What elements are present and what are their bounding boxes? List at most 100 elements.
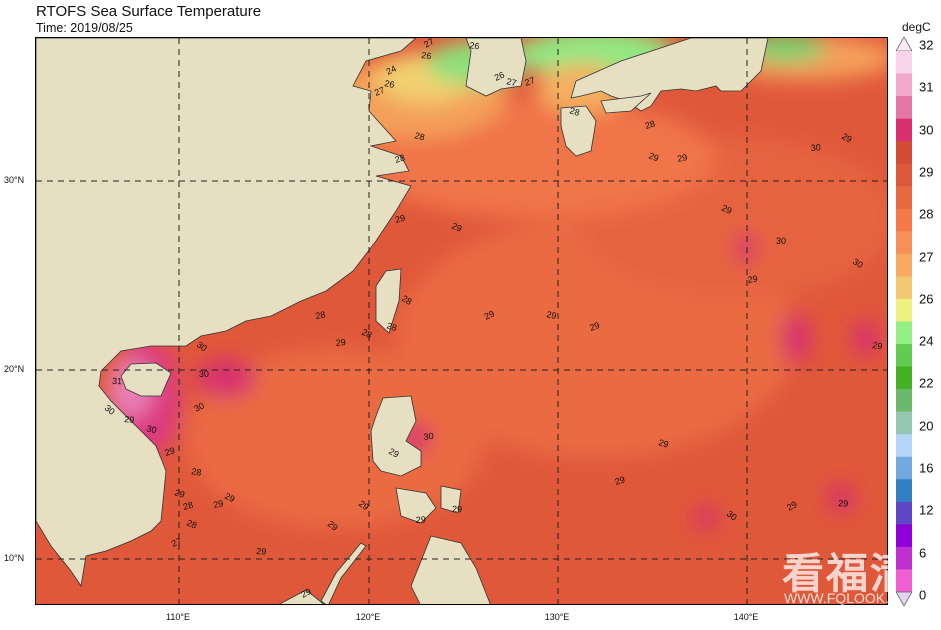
colorbar-band — [896, 321, 912, 345]
land-asia-mainland — [36, 38, 417, 588]
contour-label: 29 — [163, 445, 176, 458]
lat-label-10n: 10°N — [4, 553, 25, 563]
sst-map: 27 26 24 26 27 28 28 28 29 29 28 28 29 28 30 30 31 30 29 30… — [35, 37, 888, 605]
colorbar-band — [896, 546, 912, 570]
lon-label-140e: 140°E — [733, 612, 759, 622]
contour-label: 26 — [421, 50, 432, 61]
colorbar-tick-label: 6 — [919, 545, 927, 561]
contour-label: 27 — [373, 85, 386, 98]
contour-label: 29 — [394, 213, 406, 225]
colorbar-unit: degC — [902, 20, 931, 34]
contour-label: 30 — [192, 400, 205, 413]
colorbar-tick-label: 22 — [919, 375, 934, 391]
contour-label: 29 — [872, 340, 883, 351]
colorbar-tick-label: 27 — [919, 249, 934, 264]
land-borneo — [278, 589, 325, 604]
contour-label: 27 — [523, 75, 536, 88]
colorbar-band — [896, 208, 912, 232]
colorbar-band — [896, 389, 912, 413]
map-canvas: 2726242627282828292928282928303031302930… — [36, 38, 887, 604]
contour-label: 28 — [191, 466, 203, 478]
colorbar-tick-label: 26 — [919, 291, 934, 307]
colorbar-band — [896, 186, 912, 210]
contour-label: 29 — [256, 546, 267, 557]
colorbar-band — [896, 276, 912, 300]
contour-label: 29 — [840, 131, 854, 145]
colorbar-band — [896, 434, 912, 458]
contour-label: 24 — [384, 63, 397, 76]
land-kyushu — [560, 105, 597, 157]
chart-subtitle: Time: 2019/08/25 — [36, 21, 133, 35]
contour-label: 29 — [173, 487, 186, 500]
contour-label: 30 — [810, 142, 821, 153]
colorbar-band — [896, 456, 912, 480]
contour-label: 27 — [170, 536, 183, 549]
contour-label: 29 — [326, 519, 340, 533]
colorbar-band — [896, 569, 912, 593]
colorbar-tick-label: 29 — [919, 164, 934, 180]
contour-label: 29 — [647, 151, 660, 164]
colorbar-band — [896, 479, 912, 503]
contour-label: 29 — [747, 274, 758, 285]
colorbar-band — [896, 96, 912, 120]
contour-label: 28 — [568, 105, 581, 117]
lon-label-130e: 130°E — [544, 612, 570, 622]
colorbar-tick-label: 32 — [919, 37, 934, 53]
land-island-samar — [440, 485, 462, 514]
colorbar-band — [896, 298, 912, 322]
land-visayas — [395, 487, 437, 524]
contour-label: 29 — [452, 504, 462, 514]
contour-label: 28 — [400, 293, 414, 307]
contour-label: 29 — [546, 309, 558, 321]
lon-label-110e: 110°E — [166, 612, 190, 622]
contour-label: 30 — [423, 431, 434, 442]
contour-label: 30 — [776, 236, 786, 246]
colorbar-tick-label: 31 — [919, 79, 934, 95]
colorbar-band — [896, 524, 912, 548]
land-mindanao — [410, 535, 491, 604]
colorbar-extend-bottom — [896, 591, 912, 606]
colorbar-band — [896, 73, 912, 97]
contour-label: 29 — [357, 498, 371, 512]
contour-label: 30 — [851, 256, 865, 270]
colorbar-band — [896, 163, 912, 187]
contour-label: 30 — [195, 339, 209, 353]
colorbar-band — [896, 253, 912, 277]
colorbar-tick-label: 16 — [919, 460, 934, 476]
contour-label: 27 — [422, 38, 436, 50]
lat-label-30n: 30°N — [4, 175, 25, 185]
colorbar-band — [896, 118, 912, 142]
graticule — [36, 38, 887, 604]
contour-label: 26 — [493, 70, 506, 83]
contour-label: 26 — [469, 40, 480, 51]
colorbar-band — [896, 141, 912, 165]
contour-label: 29 — [588, 320, 601, 333]
colorbar-band — [896, 231, 912, 255]
colorbar-band — [896, 411, 912, 435]
contour-label: 29 — [657, 437, 669, 449]
contour-label: 29 — [299, 586, 313, 600]
land-shikoku — [600, 92, 652, 114]
contour-label: 30 — [146, 423, 158, 435]
land-luzon — [370, 395, 422, 477]
watermark-logo: 看福清 — [782, 549, 915, 598]
land-taiwan — [375, 268, 402, 334]
contour-label: 29 — [483, 309, 496, 322]
contour-label: 28 — [182, 500, 194, 512]
contour-label: 30 — [199, 369, 209, 379]
contour-label: 28 — [185, 518, 198, 531]
contour-label: 29 — [614, 474, 627, 486]
chart-title: RTOFS Sea Surface Temperature — [36, 3, 262, 20]
contour-label: 29 — [720, 203, 733, 216]
contour-label: 28 — [644, 119, 656, 131]
contour-label: 29 — [124, 414, 135, 425]
colorbar-band — [896, 501, 912, 525]
colorbar-extend-top — [896, 37, 912, 52]
contour-label: 29 — [212, 498, 224, 510]
colorbar-tick-label: 12 — [919, 502, 934, 518]
colorbar-tick-label: 0 — [919, 587, 927, 603]
contour-label: 29 — [450, 221, 463, 234]
contour-label: 28 — [385, 320, 398, 333]
contour-label: 28 — [360, 327, 373, 340]
colorbar-tick-label: 20 — [919, 418, 934, 434]
